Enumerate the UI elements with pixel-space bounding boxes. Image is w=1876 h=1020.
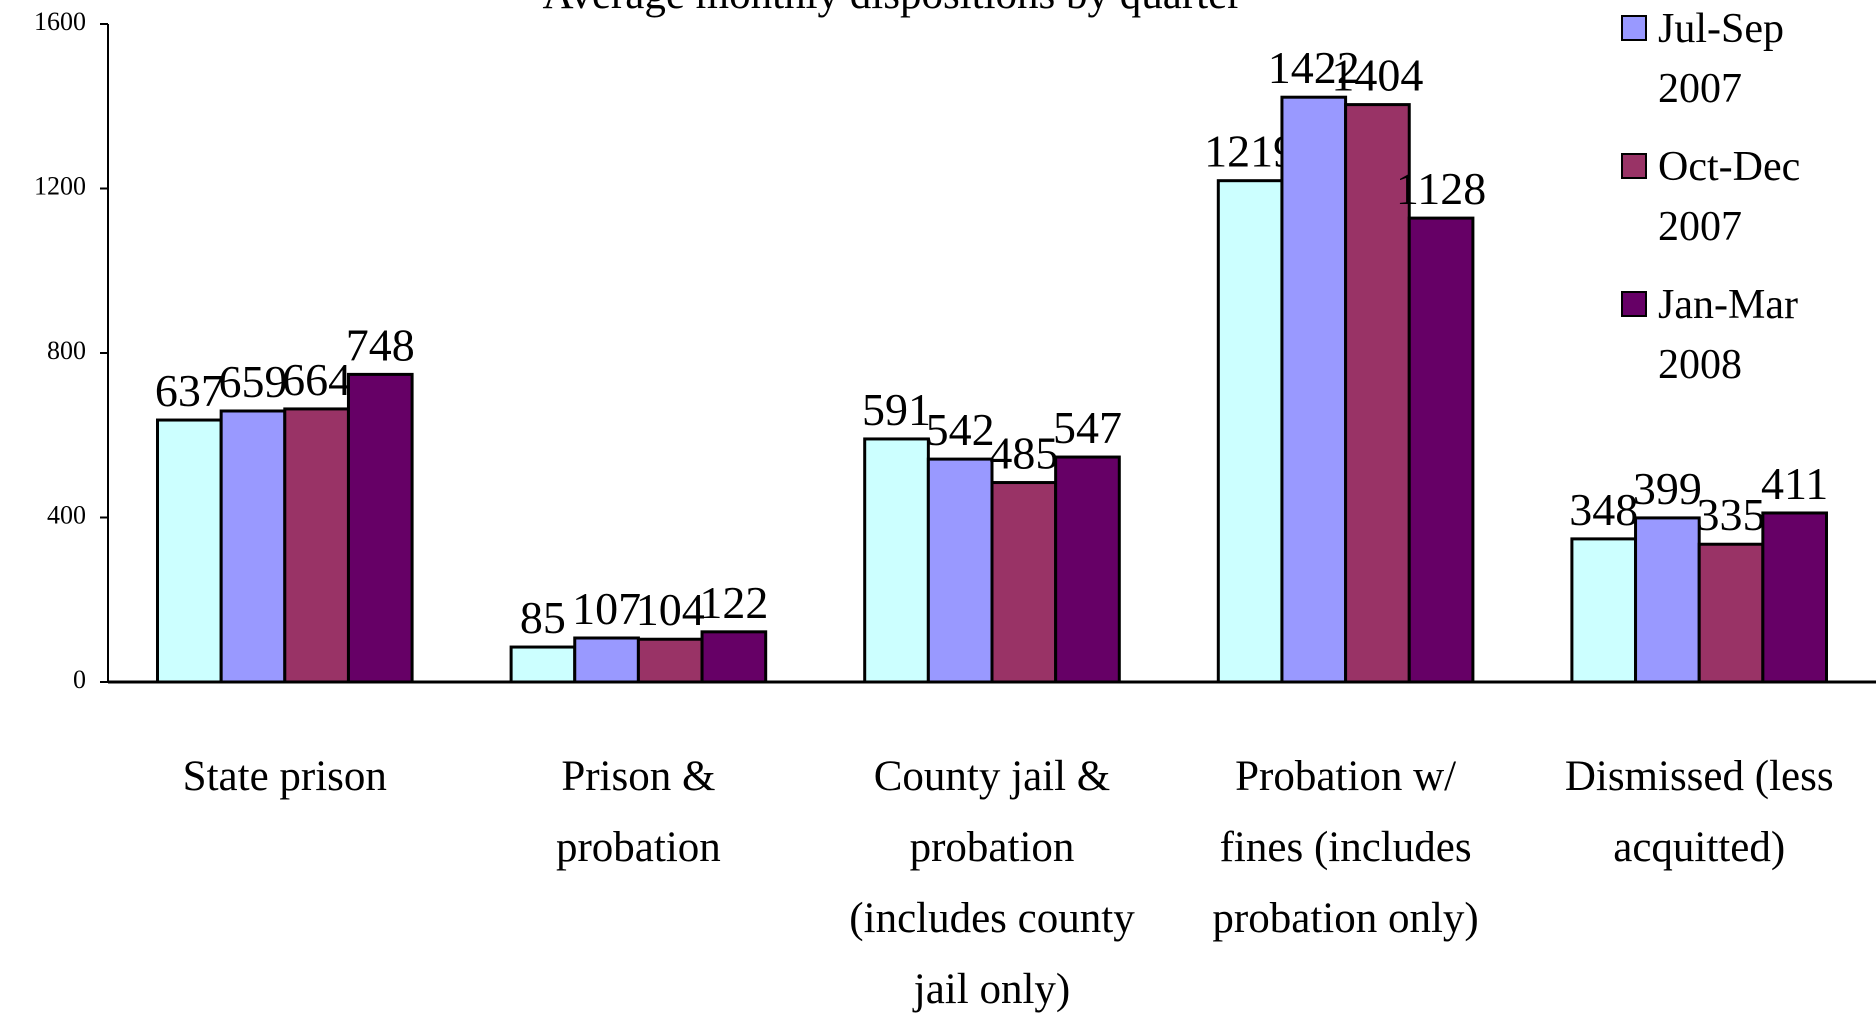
y-tick-label: 0 [73, 665, 86, 694]
chart-title: Average monthly dispositions by quarter [542, 0, 1241, 18]
bar [283, 407, 350, 684]
legend-label: Jan-Mar 2008 [1658, 282, 1798, 388]
x-tick-label: County jail & probation (includes county ja… [849, 753, 1135, 1013]
data-label: 411 [1761, 458, 1828, 509]
bar [990, 481, 1058, 684]
y-tick-label: 400 [47, 500, 86, 529]
x-tick-label: Probation w/fines (includes probation onl… [1212, 753, 1478, 942]
bar [509, 645, 577, 684]
bar [1344, 103, 1411, 684]
data-label: 542 [926, 404, 995, 455]
data-label: 104 [636, 584, 705, 635]
data-label: 348 [1569, 484, 1638, 535]
bar [636, 637, 704, 684]
data-label: 335 [1697, 489, 1766, 540]
bar [1407, 216, 1475, 684]
x-tick-label: Dismissed (less acquitted) [1565, 753, 1834, 871]
data-label: 591 [862, 384, 931, 435]
data-label: 1404 [1331, 50, 1423, 101]
legend-swatch [1621, 291, 1647, 317]
y-tick-label: 1600 [34, 7, 86, 36]
y-tick-label: 1200 [34, 171, 86, 200]
data-label: 637 [155, 365, 224, 416]
legend-swatch [1621, 15, 1647, 41]
bar [700, 630, 768, 684]
bar [926, 457, 994, 684]
bar [1570, 537, 1638, 684]
bar [1216, 179, 1284, 684]
bar [1634, 516, 1701, 684]
legend-label: Oct-Dec 2007 [1658, 144, 1800, 250]
data-label: 85 [520, 592, 566, 643]
data-label: 659 [218, 356, 287, 407]
x-tick-label: State prison [183, 753, 387, 800]
data-label: 1422 [1268, 42, 1360, 93]
legend-swatch [1621, 153, 1647, 179]
legend-label: Jul-Sep 2007 [1658, 6, 1784, 112]
x-tick-label: Prison & probation [556, 753, 721, 871]
bar [156, 418, 223, 684]
data-label: 107 [572, 583, 641, 634]
data-label: 664 [282, 354, 351, 405]
bar [1761, 511, 1828, 684]
data-label: 399 [1633, 463, 1702, 514]
bar [1054, 455, 1121, 684]
bar [1697, 542, 1765, 684]
data-label: 748 [346, 319, 415, 370]
bar [1280, 95, 1348, 684]
bar [346, 372, 414, 684]
data-label: 547 [1053, 402, 1122, 453]
bar [863, 437, 930, 684]
y-tick-label: 800 [47, 336, 86, 365]
data-label: 122 [699, 577, 768, 628]
bar [573, 636, 640, 684]
data-label: 1128 [1396, 163, 1486, 214]
bar [219, 409, 287, 684]
data-label: 485 [989, 428, 1058, 479]
